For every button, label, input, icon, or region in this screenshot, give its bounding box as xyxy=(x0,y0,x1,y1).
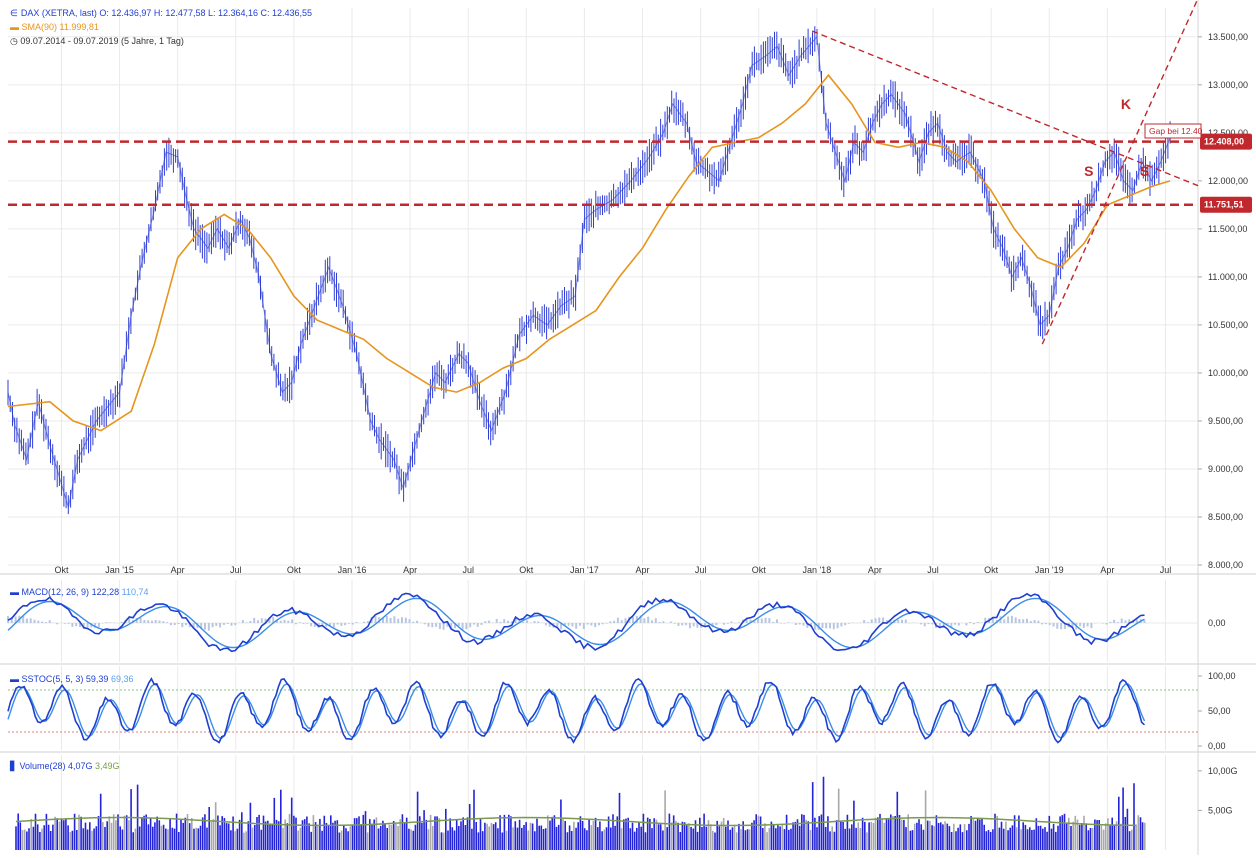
x-tick-label: Okt xyxy=(54,565,69,575)
volume-y-tick: 10,00G xyxy=(1208,766,1238,776)
stoch-dash-icon: ▬ xyxy=(10,674,19,684)
chart-icon: ∈ xyxy=(10,8,18,18)
x-tick-label: Jul xyxy=(230,565,242,575)
x-tick-label: Jan '18 xyxy=(802,565,831,575)
stoch-header: ▬ SSTOC(5, 5, 3) 59,39 69,36 xyxy=(10,674,133,684)
x-tick-label: Okt xyxy=(752,565,767,575)
macd-header: ▬ MACD(12, 26, 9) 122,28 110,74 xyxy=(10,587,148,597)
level-badge xyxy=(1200,133,1252,150)
sma-header: ▬ SMA(90) 11.999,81 xyxy=(10,22,99,32)
x-tick-label: Apr xyxy=(1100,565,1114,575)
volume-value2: 3,49G xyxy=(95,761,120,771)
period-header: ◷ 09.07.2014 - 09.07.2019 (5 Jahre, 1 Ta… xyxy=(10,36,184,47)
y-tick-label: 13.000,00 xyxy=(1208,80,1248,90)
volume-y-tick: 5,00G xyxy=(1208,805,1233,815)
stoch-y-tick: 100,00 xyxy=(1208,671,1236,681)
y-tick-label: 11.000,00 xyxy=(1208,272,1247,282)
macd-y-tick: 0,00 xyxy=(1208,618,1226,628)
x-tick-label: Okt xyxy=(984,565,999,575)
x-tick-label: Okt xyxy=(519,565,534,575)
x-tick-label: Apr xyxy=(868,565,882,575)
macd-value2: 110,74 xyxy=(121,587,149,597)
macd-histogram xyxy=(7,615,1146,631)
stoch-y-tick: 50,00 xyxy=(1208,706,1231,716)
stoch-value1: 59,39 xyxy=(85,674,109,684)
x-tick-label: Okt xyxy=(287,565,302,575)
x-tick-label: Apr xyxy=(636,565,650,575)
level-label: 11.751,51 xyxy=(1204,200,1244,210)
sma-dash-icon: ▬ xyxy=(10,22,19,32)
x-tick-label: Apr xyxy=(403,565,417,575)
x-tick-label: Jan '17 xyxy=(570,565,599,575)
x-tick-label: Jul xyxy=(462,565,474,575)
support-trendline xyxy=(1041,0,1199,345)
x-tick-label: Jul xyxy=(927,565,939,575)
gap-label: Gap bei 12.40 xyxy=(1149,126,1203,136)
macd-signal-line xyxy=(7,597,1145,649)
y-tick-label: 11.500,00 xyxy=(1208,224,1247,234)
y-tick-label: 10.000,00 xyxy=(1208,368,1248,378)
x-tick-label: Jan '19 xyxy=(1035,565,1064,575)
price-ohlc: O: 12.436,97 H: 12.477,58 L: 12.364,16 C… xyxy=(99,8,313,18)
volume-bars-up xyxy=(15,776,1144,850)
pattern-annotation: S xyxy=(1084,163,1093,179)
macd-line xyxy=(7,592,1145,653)
pattern-annotation: K xyxy=(1121,96,1131,112)
y-tick-label: 9.500,00 xyxy=(1208,416,1243,426)
price-header: ∈ DAX (XETRA, last) O: 12.436,97 H: 12.47… xyxy=(10,8,312,19)
level-badge xyxy=(1200,196,1252,213)
price-title: DAX (XETRA, last) xyxy=(20,8,97,18)
volume-bars-icon: ▋ xyxy=(10,761,17,771)
x-tick-label: Jul xyxy=(695,565,707,575)
stoch-value2: 69,36 xyxy=(110,674,134,684)
gap-box xyxy=(1144,123,1202,139)
y-tick-label: 10.500,00 xyxy=(1208,320,1248,330)
level-label: 12.408,00 xyxy=(1204,137,1244,147)
volume-bars-down xyxy=(21,788,1146,850)
period-label: 09.07.2014 - 09.07.2019 (5 Jahre, 1 Tag) xyxy=(20,36,184,46)
volume-value1: 4,07G xyxy=(67,761,93,771)
x-tick-label: Apr xyxy=(171,565,185,575)
x-tick-label: Jul xyxy=(1160,565,1172,575)
stoch-y-tick: 0,00 xyxy=(1208,741,1226,751)
volume-average-line xyxy=(15,816,1137,827)
y-tick-label: 9.000,00 xyxy=(1208,464,1243,474)
macd-label: MACD(12, 26, 9) xyxy=(21,587,90,597)
sma-value: 11.999,81 xyxy=(59,22,99,32)
y-tick-label: 13.500,00 xyxy=(1208,32,1248,42)
y-tick-label: 12.000,00 xyxy=(1208,176,1248,186)
stoch-d-line xyxy=(7,683,1146,739)
macd-value1: 122,28 xyxy=(91,587,120,597)
sma-label: SMA(90) xyxy=(21,22,58,32)
pattern-annotation: S xyxy=(1140,163,1149,179)
volume-header: ▋ Volume(28) 4,07G 3,49G xyxy=(10,761,120,772)
x-tick-label: Jan '16 xyxy=(338,565,367,575)
stoch-k-line xyxy=(7,677,1146,744)
x-tick-label: Jan '15 xyxy=(105,565,134,575)
sma-line xyxy=(7,73,1171,432)
stoch-label: SSTOC(5, 5, 3) xyxy=(21,674,84,684)
y-tick-label: 8.500,00 xyxy=(1208,512,1243,522)
volume-label: Volume(28) xyxy=(19,761,66,771)
clock-icon: ◷ xyxy=(10,36,18,46)
price-bars xyxy=(7,26,1171,515)
macd-dash-icon: ▬ xyxy=(10,587,19,597)
y-tick-label: 12.500,00 xyxy=(1208,128,1248,138)
price-line xyxy=(7,35,1171,508)
y-tick-label: 8.000,00 xyxy=(1208,560,1243,570)
